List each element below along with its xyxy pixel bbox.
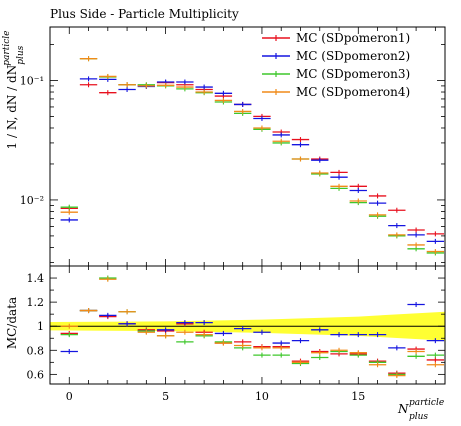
svg-text:1 / N, dN / dNplusparticle: 1 / N, dN / dNplusparticle xyxy=(2,31,26,150)
ratio-series-SDpomeron4 xyxy=(60,276,445,379)
x-tick-label: 15 xyxy=(351,390,365,403)
ratio-y-tick-label: 1 xyxy=(37,320,44,333)
legend-label-SDpomeron3: MC (SDpomeron3) xyxy=(296,67,410,81)
ratio-y-tick-label: 1.2 xyxy=(27,296,45,309)
svg-text:N: N xyxy=(397,402,409,416)
legend-label-SDpomeron1: MC (SDpomeron1) xyxy=(296,31,410,45)
chart-title: Plus Side - Particle Multiplicity xyxy=(50,7,239,21)
legend: MC (SDpomeron1) MC (SDpomeron2) MC (SDpome… xyxy=(262,31,410,99)
ratio-panel: 0 5 10 15 0.6 0.8 1 1.2 1.4 xyxy=(27,27,446,403)
x-tick-label: 5 xyxy=(162,390,169,403)
ratio-y-tick-label: 0.6 xyxy=(27,368,45,381)
x-axis-label: N particle plus xyxy=(397,398,444,422)
legend-label-SDpomeron4: MC (SDpomeron4) xyxy=(296,85,410,99)
main-y-tick-label: 10⁻² xyxy=(20,194,44,207)
main-y-tick-label: 10⁻¹ xyxy=(20,74,44,87)
x-tick-label: 10 xyxy=(255,390,269,403)
ratio-y-tick-label: 1.4 xyxy=(27,272,45,285)
svg-text:particle: particle xyxy=(409,398,444,408)
main-series-SDpomeron4 xyxy=(60,56,445,255)
main-series-SDpomeron1 xyxy=(60,80,445,237)
ratio-y-label: MC/data xyxy=(5,297,19,349)
ratio-frame xyxy=(49,265,446,385)
legend-label-SDpomeron2: MC (SDpomeron2) xyxy=(296,49,410,63)
main-series-SDpomeron2 xyxy=(60,76,445,244)
x-tick-label: 0 xyxy=(66,390,73,403)
main-y-label: 1 / N, dN / dNplusparticle xyxy=(2,31,26,150)
ratio-y-tick-label: 0.8 xyxy=(27,344,45,357)
svg-text:plus: plus xyxy=(409,412,428,422)
main-panel: 10⁻¹ 10⁻² xyxy=(20,26,446,267)
